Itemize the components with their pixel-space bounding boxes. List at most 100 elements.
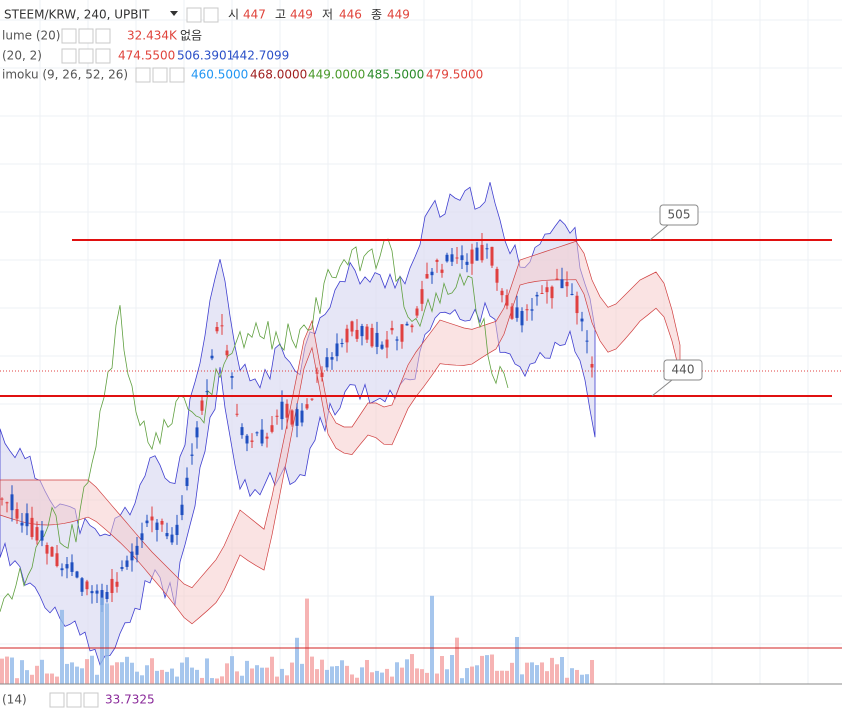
indicator-name[interactable]: (20, 2): [2, 49, 42, 63]
indicator-value: 474.5500: [118, 49, 175, 63]
candle-body: [440, 269, 444, 273]
candle-body: [500, 290, 504, 296]
callout-box[interactable]: [659, 204, 699, 226]
candle-body: [550, 286, 554, 299]
symbol[interactable]: STEEM/KRW, 240, UPBIT: [4, 8, 150, 22]
candle-body: [130, 551, 134, 561]
volume-bar: [85, 659, 89, 684]
candle-body: [160, 520, 164, 525]
volume-bar: [270, 656, 274, 684]
candle-body: [75, 571, 79, 578]
icon[interactable]: [78, 28, 94, 44]
callout-pointer: [651, 379, 673, 397]
volume-bar: [220, 676, 224, 684]
candle-body: [30, 517, 34, 537]
volume-bar: [115, 662, 119, 684]
candle-body: [455, 257, 459, 259]
candle-body: [465, 261, 469, 265]
icon[interactable]: [61, 48, 77, 64]
candle-body: [520, 311, 524, 326]
volume-bar: [580, 674, 584, 684]
volume-bar: [485, 655, 489, 684]
candle-body: [260, 429, 264, 444]
volume-bar: [120, 662, 124, 684]
candle-body: [410, 325, 414, 328]
indicator-name[interactable]: imoku (9, 26, 52, 26): [2, 68, 128, 82]
candle-body: [585, 340, 589, 342]
volume-bar: [435, 673, 439, 684]
icon[interactable]: [49, 692, 65, 708]
volume-bar: [510, 662, 514, 684]
icon[interactable]: [66, 692, 82, 708]
candle-body: [450, 254, 454, 262]
volume-bar: [225, 663, 229, 684]
volume-bar: [560, 657, 564, 684]
indicator-value: 506.3901: [177, 49, 234, 63]
candle-body: [240, 427, 244, 436]
indicator-value: 442.7099: [232, 49, 289, 63]
volume-bar: [420, 669, 424, 684]
volume-bar: [460, 678, 464, 684]
candle-body: [305, 404, 309, 409]
candle-body: [120, 567, 124, 569]
icon[interactable]: [203, 7, 219, 23]
candle-body: [510, 306, 514, 319]
volume-bar: [495, 670, 499, 684]
volume-bar: [590, 659, 594, 684]
candle-body: [40, 530, 44, 541]
volume-bar: [125, 656, 129, 684]
icon[interactable]: [135, 67, 151, 83]
icon[interactable]: [152, 67, 168, 83]
indicator-name[interactable]: lume (20): [2, 29, 60, 43]
volume-bar: [505, 670, 509, 684]
lagging-span: [0, 238, 509, 612]
candle-body: [205, 391, 209, 393]
candle-body: [15, 509, 19, 519]
volume-bar: [175, 676, 179, 684]
candle-body: [310, 398, 314, 400]
candle-body: [195, 427, 199, 438]
volume-bar: [30, 674, 34, 684]
volume-bar: [530, 662, 534, 684]
volume-bar: [275, 676, 279, 684]
volume-bar: [380, 672, 384, 684]
candle-body: [105, 592, 109, 599]
candle-body: [540, 293, 544, 295]
icon[interactable]: [169, 67, 185, 83]
candle-body: [400, 324, 404, 342]
candle-body: [355, 329, 359, 339]
candle-body: [185, 477, 189, 487]
volume-bar: [80, 668, 84, 684]
callout-box[interactable]: [663, 359, 703, 381]
label: 종: [371, 8, 382, 22]
candle-body: [180, 504, 184, 516]
volume-bar: [500, 670, 504, 684]
icon[interactable]: [61, 28, 77, 44]
candle-body: [385, 339, 389, 348]
indicator-name[interactable]: (14): [2, 693, 27, 707]
volume-bar: [550, 657, 554, 684]
volume-bar: [450, 655, 454, 684]
volume-bar: [55, 676, 59, 684]
volume-bar: [230, 656, 234, 684]
volume-bar: [365, 659, 369, 684]
icon[interactable]: [78, 48, 94, 64]
volume-bar: [405, 659, 409, 684]
volume-bar: [430, 595, 434, 684]
volume-bar: [60, 609, 64, 684]
icon[interactable]: [95, 28, 111, 44]
dropdown[interactable]: [170, 11, 178, 16]
volume-bar: [255, 665, 259, 684]
icon[interactable]: [83, 692, 99, 708]
candle-body: [225, 350, 229, 356]
volume-bar: [250, 668, 254, 684]
icon[interactable]: [95, 48, 111, 64]
candle-body: [170, 534, 174, 543]
icon[interactable]: [186, 7, 202, 23]
volume-bar: [280, 668, 284, 684]
candle-body: [235, 413, 239, 415]
volume-bar: [465, 668, 469, 684]
indicator-value: 32.434K: [127, 29, 178, 43]
plot: [0, 182, 681, 684]
